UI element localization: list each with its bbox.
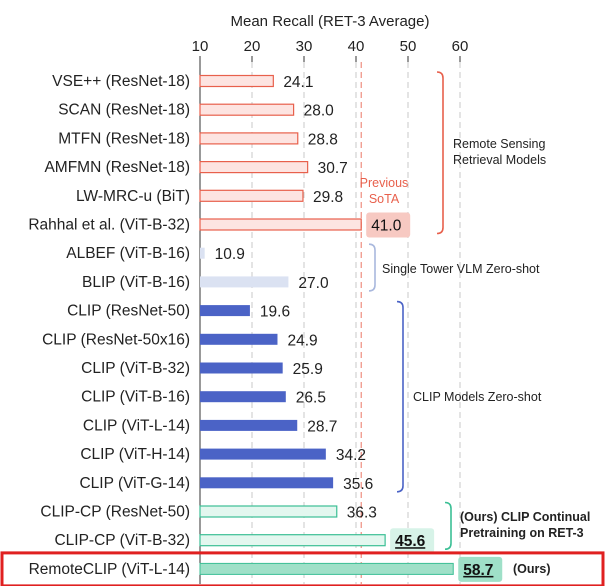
bar (200, 333, 278, 345)
category-label: CLIP-CP (ResNet-50) (40, 504, 190, 521)
category-label: CLIP (ResNet-50) (67, 303, 190, 320)
value-label-highlight (390, 528, 435, 554)
value-label: 24.1 (283, 74, 313, 91)
category-label: ALBEF (ViT-B-16) (66, 245, 190, 262)
category-label: BLIP (ViT-B-16) (82, 274, 190, 291)
value-label: 28.7 (307, 418, 337, 435)
bar (199, 218, 362, 231)
bar (199, 534, 386, 547)
grid-lines: Previous SoTA (251, 62, 461, 584)
bar (199, 505, 338, 518)
value-label: 10.9 (215, 246, 245, 263)
bar (200, 477, 334, 489)
bar (199, 161, 309, 174)
category-label: Rahhal et al. (ViT-B-32) (28, 217, 190, 234)
x-tick-label: 10 (192, 38, 209, 55)
x-tick-label: 30 (296, 38, 313, 55)
group-bracket (436, 71, 444, 235)
category-label: VSE++ (ResNet-18) (52, 73, 190, 90)
bar (200, 276, 289, 288)
value-label-highlight (458, 556, 503, 582)
previous-sota-label: Previous SoTA (360, 176, 409, 206)
value-label: 25.9 (293, 361, 323, 378)
bar (200, 419, 298, 431)
category-label: CLIP (ResNet-50x16) (42, 331, 190, 348)
category-label: CLIP (ViT-H-14) (80, 446, 190, 463)
group-label: (Ours) CLIP Continual Pretraining on RET-… (460, 510, 590, 540)
category-label: MTFN (ResNet-18) (58, 130, 190, 147)
group-bracket (368, 243, 376, 292)
category-label: SCAN (ResNet-18) (58, 102, 190, 119)
group-label: CLIP Models Zero-shot (413, 390, 542, 404)
value-label: 19.6 (260, 304, 290, 321)
bar (199, 562, 454, 575)
chart-title: Mean Recall (RET-3 Average) (231, 13, 430, 30)
value-label: 29.8 (313, 189, 343, 206)
value-label: 35.6 (343, 476, 373, 493)
bar (200, 247, 205, 259)
category-label: CLIP (ViT-B-32) (81, 360, 190, 377)
value-label: 28.8 (308, 131, 338, 148)
x-tick-label: 60 (452, 38, 469, 55)
category-label: LW-MRC-u (BiT) (76, 188, 190, 205)
value-label: 27.0 (298, 275, 329, 292)
bar (199, 132, 299, 145)
value-label: 26.5 (296, 390, 326, 407)
group-brackets: Remote Sensing Retrieval Models Single Tow… (368, 71, 590, 576)
value-label: 36.3 (347, 505, 377, 522)
x-axis-ticks: 10 20 30 40 50 60 (192, 38, 469, 584)
bar (200, 305, 250, 317)
category-label: CLIP (ViT-G-14) (79, 475, 190, 492)
group-label: (Ours) (513, 562, 551, 576)
bars: VSE++ (ResNet-18) 24.1 SCAN (ResNet-18) 28.… (28, 73, 503, 582)
group-label: Single Tower VLM Zero-shot (382, 262, 540, 276)
value-label: 41.0 (371, 218, 402, 235)
category-label: CLIP (ViT-B-16) (81, 389, 190, 406)
x-tick-label: 20 (244, 38, 261, 55)
value-label: 34.2 (336, 447, 366, 464)
x-tick-label: 40 (348, 38, 365, 55)
bar (200, 391, 286, 403)
group-bracket (396, 300, 404, 493)
value-label-highlight (366, 212, 411, 238)
category-label: RemoteCLIP (ViT-L-14) (29, 561, 190, 578)
value-label: 45.6 (395, 533, 426, 550)
x-tick-label: 50 (400, 38, 417, 55)
value-label: 28.0 (304, 103, 335, 120)
bar (199, 103, 295, 116)
category-label: CLIP (ViT-L-14) (83, 417, 190, 434)
value-label: 24.9 (287, 332, 317, 349)
value-label: 58.7 (463, 562, 493, 579)
bar (199, 74, 274, 88)
category-label: AMFMN (ResNet-18) (44, 159, 190, 176)
value-label: 30.7 (318, 160, 348, 177)
bar (199, 189, 304, 202)
group-bracket (444, 501, 452, 550)
bar (200, 362, 283, 374)
category-label: CLIP-CP (ViT-B-32) (54, 532, 190, 549)
group-label: Remote Sensing Retrieval Models (453, 137, 546, 167)
bar (200, 448, 326, 460)
